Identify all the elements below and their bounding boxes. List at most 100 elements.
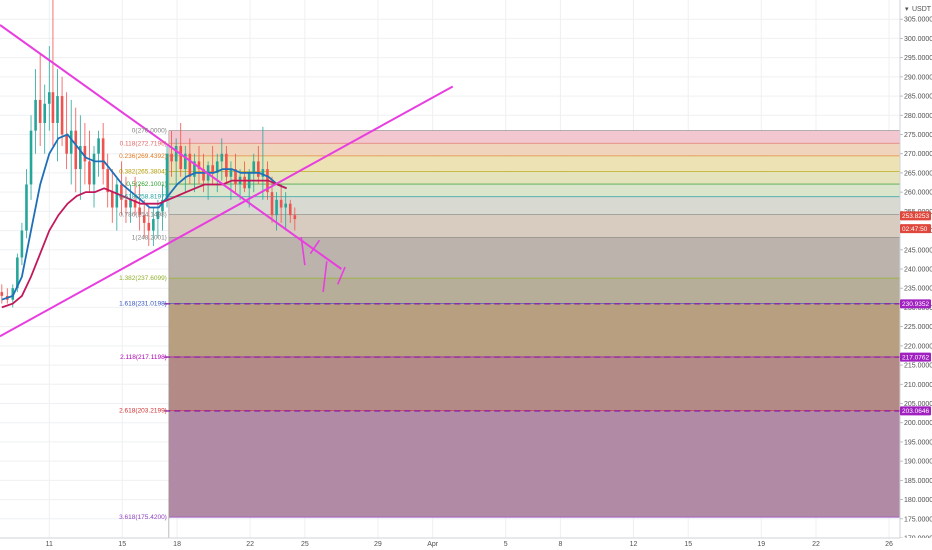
price-tick-label: 210.0000 [904,382,932,389]
candle-body [120,184,123,200]
time-axis[interactable]: 11 15 18 22 25 29 Apr 5 8 12 15 19 22 26 [0,537,932,550]
currency-label[interactable]: USDT [912,6,932,13]
time-tick-label: 8 [558,541,562,548]
time-tick-label: 19 [757,541,765,548]
price-tick-label: 180.0000 [904,497,932,504]
price-tick-label: 280.0000 [904,113,932,120]
price-tick-label: 240.0000 [904,267,932,274]
fib-label: 0.236(269.4392) [119,153,167,160]
time-tick-label: 18 [173,541,181,548]
fib-lines [164,130,900,538]
fib-zone [168,303,901,357]
candle-body [47,92,51,104]
price-tick-label: 295.0000 [904,55,932,62]
candle-body [110,192,114,208]
time-tick-label: 12 [630,541,638,548]
candle-body [51,92,55,123]
candle-body [29,130,33,185]
price-axis[interactable]: 305.0000 300.0000 295.0000 290.0000 285.0000… [899,0,932,550]
price-tick-label: 220.0000 [904,343,932,350]
fib-label: 0.618(258.8197) [119,194,167,201]
price-tag-label: 203.0646 [902,408,929,415]
candle-body [170,153,173,162]
fib-label: 0.5(262.1001) [126,181,166,188]
candle-body [60,96,64,135]
currency-dropdown-icon[interactable]: ▾ [905,6,909,13]
fib-label: 2.618(203.2199) [119,407,167,414]
price-tick-label: 205.0000 [904,401,932,408]
price-tick-label: 190.0000 [904,459,932,466]
candle-body [74,130,78,170]
candle-body [215,161,219,173]
candle-body [115,184,119,208]
candle-body [270,192,274,216]
price-tick-label: 225.0000 [904,324,932,331]
price-tick-label: 260.0000 [904,190,932,197]
projection-stroke [309,239,321,255]
candle-body [197,161,201,170]
fib-label: 1(248.2001) [132,234,167,241]
fib-zone [168,356,901,411]
fib-label: 3.618(175.4200) [119,514,167,521]
fib-zone [168,278,901,304]
price-tag-bg [900,299,931,309]
price-tag-label: 217.0762 [902,354,929,361]
candle-body [156,211,160,220]
candle-body [293,215,297,220]
candle-body [220,153,224,162]
fib-zone [168,410,901,518]
candle-body [211,165,214,173]
candle-body [261,169,265,177]
price-tick-label: 200.0000 [904,420,932,427]
price-tag-bg [900,352,931,362]
candle-body [124,199,128,208]
time-tick-label: 15 [118,541,126,548]
time-tick-label: 15 [684,541,692,548]
time-tick-label: 26 [885,541,893,548]
trendlines[interactable] [0,24,454,338]
candle-body [142,215,146,223]
candle-body [97,138,100,154]
fib-label: 0.382(265.3804) [119,168,167,175]
fib-label: 0.786(254.1498) [119,212,167,219]
price-tick-label: 265.0000 [904,170,932,177]
candle-body [279,199,283,208]
price-tag-bg [900,406,931,416]
candle-body [88,161,91,185]
candle-body [275,199,278,216]
fib-label: 0(276.0000) [132,128,167,135]
candle-body [129,199,132,208]
candle-body [34,99,37,131]
candle-body [106,169,110,193]
price-tick-label: 185.0000 [904,478,932,485]
price-tick-label: 215.0000 [904,363,932,370]
fib-zone [168,130,901,144]
fib-zone [168,214,901,238]
trendline [0,85,454,338]
candle-body [69,130,73,154]
price-tick-label: 235.0000 [904,286,932,293]
moving-averages [1,133,287,309]
price-tick-label: 175.0000 [904,516,932,523]
candle-body [79,146,82,170]
candle-body [101,138,105,170]
time-tick-label: 11 [46,541,53,548]
candle-body [288,203,292,216]
candle-body [161,199,164,212]
fib-zone [168,196,901,215]
price-tag-label: 253.8253 [902,213,929,220]
candle-body [38,99,42,123]
price-tag-bg [900,211,931,221]
candle-body [179,146,183,170]
fib-zone [168,155,901,172]
candle-body [25,184,28,231]
price-tag-bg [900,224,931,234]
candle-body [225,153,228,177]
candle-body [252,161,256,173]
candle-body [229,169,233,177]
price-tick-label: 300.0000 [904,36,932,43]
currency-selector[interactable]: ▾ USDT [905,6,932,13]
price-tags: 253.8253 02:47:50 230.9352 217.0762 203.0646 [900,211,931,416]
time-tick-label: 5 [504,541,508,548]
